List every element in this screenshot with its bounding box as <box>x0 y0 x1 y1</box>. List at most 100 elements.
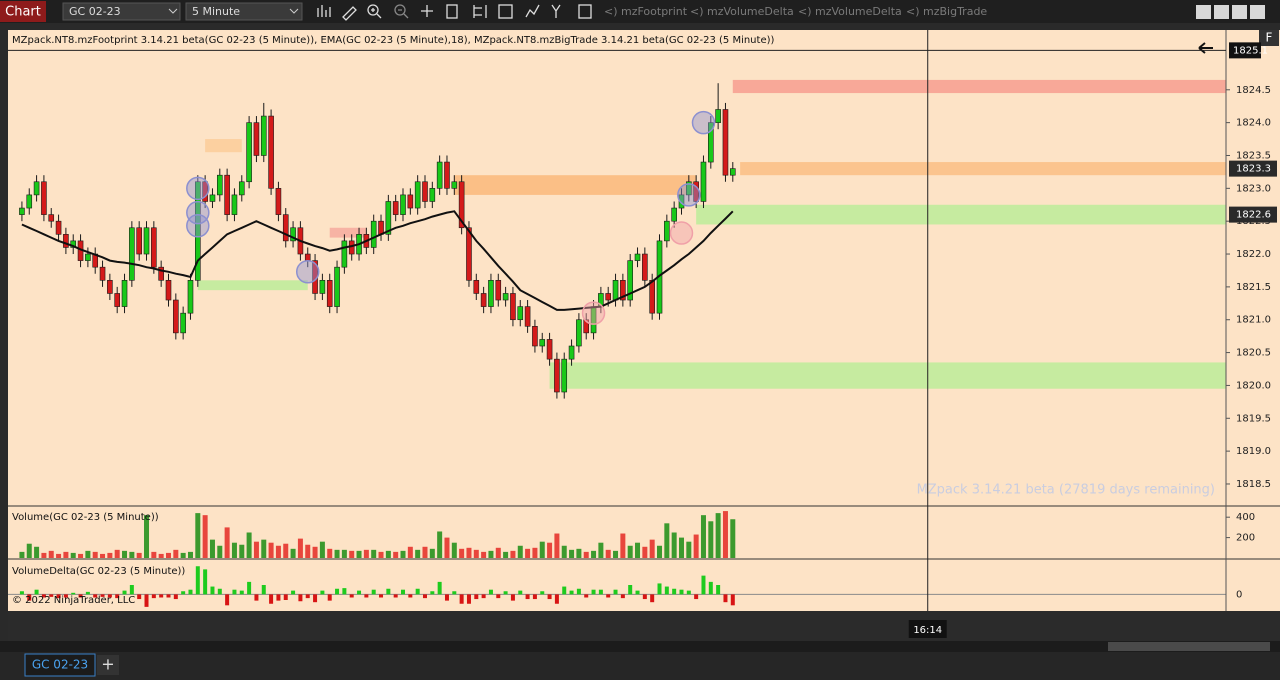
volume-bar <box>583 551 589 558</box>
volume-bar <box>312 546 318 558</box>
volume-bar <box>85 550 91 558</box>
delta-bar <box>371 589 376 595</box>
big-trade <box>677 183 701 207</box>
window-button[interactable] <box>1250 5 1265 19</box>
ema-line <box>21 210 734 311</box>
delta-bar <box>166 594 171 598</box>
candle-body <box>158 266 164 281</box>
volume-bar <box>70 552 76 558</box>
candle-body <box>576 319 582 347</box>
delta-bar <box>100 594 105 597</box>
chart-tab[interactable] <box>0 1 46 22</box>
candle-body <box>55 220 62 235</box>
candle-body <box>48 214 55 222</box>
draw-icon[interactable] <box>342 6 357 21</box>
delta-bar <box>613 589 618 595</box>
volume-bar <box>613 550 619 558</box>
interval-select[interactable] <box>185 2 303 21</box>
candle-body <box>348 240 355 255</box>
add-tab-button[interactable] <box>97 655 119 675</box>
candle-body <box>458 181 465 229</box>
volume-bar <box>26 543 32 558</box>
filter-icon[interactable] <box>551 4 561 18</box>
instrument-select[interactable] <box>62 2 181 21</box>
candle-body <box>114 293 120 307</box>
candle-body <box>422 181 428 202</box>
delta-bar <box>137 594 142 600</box>
volume-bar <box>657 545 663 558</box>
big-trade <box>186 214 210 238</box>
window-button[interactable] <box>1232 5 1247 19</box>
delta-bar <box>620 594 625 599</box>
indicator-label[interactable]: <) mzBigTrade <box>906 5 987 18</box>
delta-bar <box>122 590 127 595</box>
candle-body <box>99 266 106 281</box>
crosshair-icon[interactable] <box>421 5 433 17</box>
volume-bar <box>510 550 516 558</box>
delta-bar <box>628 585 633 595</box>
volume-bar <box>356 550 362 558</box>
zones <box>197 79 1226 389</box>
candle-body <box>678 194 685 209</box>
delta-bar <box>320 590 325 595</box>
volume-bar <box>400 550 406 558</box>
candle-body <box>173 299 179 334</box>
delta-bar <box>518 590 523 595</box>
volume-bar <box>19 551 25 558</box>
y-tick-label: 1823.0 <box>1236 183 1271 194</box>
volume-bar <box>481 551 487 558</box>
volume-title: Volume(GC 02-23 (5 Minute)) <box>12 512 159 523</box>
delta-bar <box>305 594 310 599</box>
candle-body <box>473 280 480 294</box>
scrollbar[interactable] <box>0 641 1280 652</box>
volume-bar <box>297 538 303 558</box>
volume-bar <box>459 548 465 558</box>
window-button[interactable] <box>1196 5 1211 19</box>
volume-bar <box>422 546 428 558</box>
delta-bar <box>210 586 215 595</box>
delta-bar <box>195 566 200 595</box>
delta-bar <box>327 594 332 601</box>
candle-body <box>136 227 142 255</box>
indicator-label[interactable]: <) mzFootprint <box>604 5 688 18</box>
delta-bar <box>173 594 178 600</box>
volume-bar <box>517 545 523 558</box>
candle-body <box>26 194 33 209</box>
price-zone <box>696 204 1226 225</box>
volume-bar <box>151 551 157 558</box>
candle-body <box>620 280 626 301</box>
delta-bar <box>481 594 486 599</box>
delta-bar <box>41 594 46 598</box>
time-axis <box>8 611 1280 641</box>
scroll-thumb[interactable] <box>1108 642 1270 651</box>
candle-body <box>33 181 40 196</box>
strategy-icon[interactable] <box>525 4 540 18</box>
indicator-label[interactable]: <) mzVolumeDelta <box>690 5 794 18</box>
price-marker-label: 1823.3 <box>1236 164 1271 175</box>
zoom-in-icon[interactable] <box>367 4 379 16</box>
y-tick-label: 1819.5 <box>1236 413 1271 424</box>
indicator-label[interactable]: <) mzVolumeDelta <box>798 5 902 18</box>
data-box-icon[interactable] <box>578 4 592 19</box>
volume-bar <box>730 519 736 558</box>
candle-body <box>583 319 590 334</box>
delta-bar <box>510 594 515 601</box>
price-marker <box>1229 160 1277 177</box>
bars-icon[interactable] <box>317 5 331 17</box>
delta-bar <box>93 594 98 598</box>
template-icon[interactable] <box>473 5 487 18</box>
delta-bar <box>247 581 252 595</box>
window-button[interactable] <box>1214 5 1229 19</box>
indicator-icon[interactable] <box>498 4 513 19</box>
properties-icon[interactable] <box>446 4 458 19</box>
candle-body <box>700 161 707 202</box>
candle-body <box>180 312 186 334</box>
tab[interactable] <box>24 653 96 677</box>
candle-body <box>19 207 25 215</box>
panel-button[interactable] <box>1259 30 1279 46</box>
volume-bar <box>525 548 531 558</box>
volume-bar <box>92 551 98 558</box>
zoom-out-icon[interactable] <box>394 4 406 16</box>
candle-body <box>370 220 377 248</box>
cursor-price-box <box>1229 42 1261 59</box>
